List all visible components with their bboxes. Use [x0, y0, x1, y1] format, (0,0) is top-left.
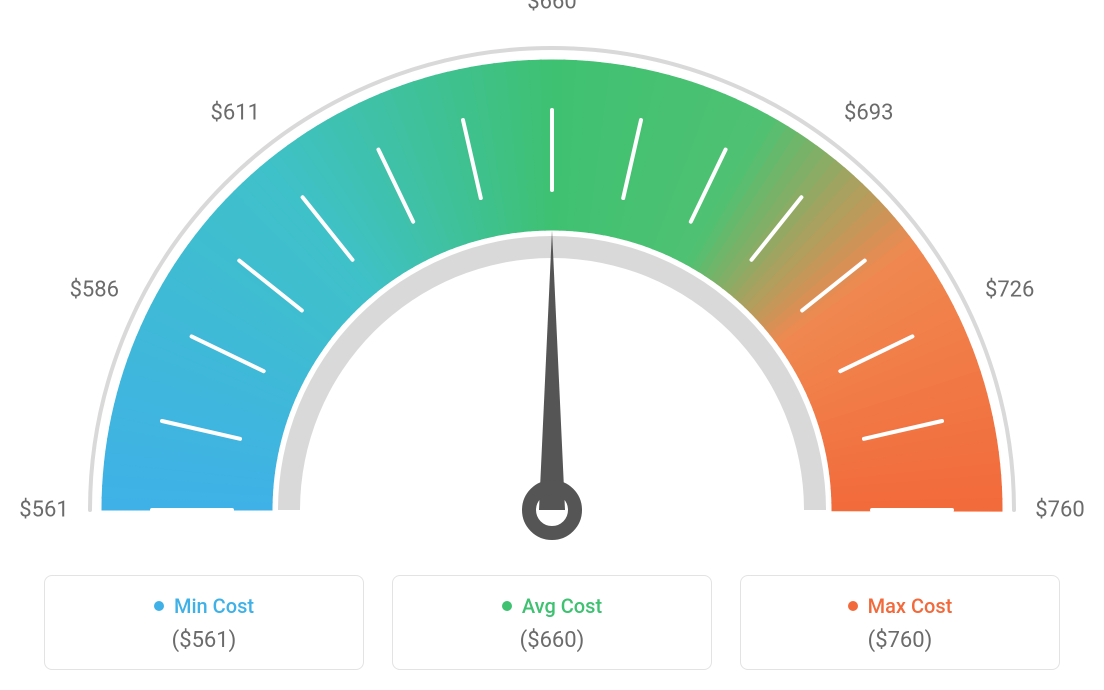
legend-title-avg: Avg Cost: [502, 594, 602, 618]
legend-card-avg: Avg Cost ($660): [392, 575, 712, 670]
gauge-tick-label: $611: [211, 100, 260, 125]
legend-row: Min Cost ($561) Avg Cost ($660) Max Cost…: [0, 575, 1104, 670]
legend-card-max: Max Cost ($760): [740, 575, 1060, 670]
legend-card-min: Min Cost ($561): [44, 575, 364, 670]
gauge-tick-label: $693: [844, 100, 893, 125]
gauge-tick-label: $760: [1035, 498, 1084, 523]
legend-value-avg: ($660): [413, 628, 691, 653]
gauge-tick-label: $586: [70, 277, 119, 302]
gauge-tick-label: $561: [19, 498, 68, 523]
legend-dot-min: [154, 601, 164, 611]
gauge-tick-label: $726: [985, 277, 1034, 302]
gauge-container: $561 $586 $611 $660 $693 $726 $760: [0, 0, 1104, 560]
legend-dot-max: [848, 601, 858, 611]
legend-value-max: ($760): [761, 628, 1039, 653]
legend-label-avg: Avg Cost: [522, 594, 602, 618]
legend-title-max: Max Cost: [848, 594, 953, 618]
legend-title-min: Min Cost: [154, 594, 254, 618]
legend-dot-avg: [502, 601, 512, 611]
legend-label-max: Max Cost: [868, 594, 953, 618]
legend-label-min: Min Cost: [174, 594, 254, 618]
legend-value-min: ($561): [65, 628, 343, 653]
gauge-tick-label: $660: [527, 0, 576, 15]
gauge-chart: [0, 0, 1104, 560]
